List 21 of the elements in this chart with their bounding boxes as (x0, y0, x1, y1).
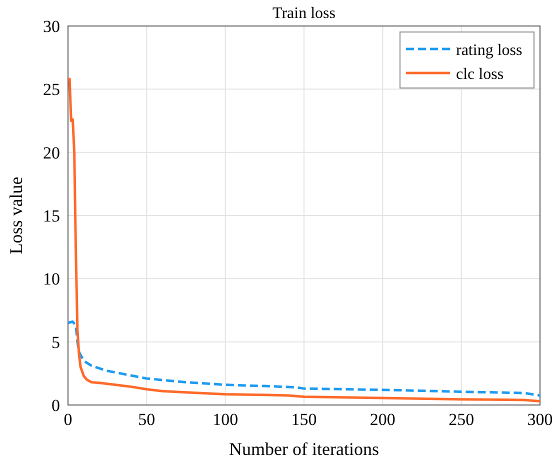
x-tick-label: 300 (527, 410, 553, 429)
y-tick-label: 30 (43, 17, 60, 36)
x-tick-label: 0 (64, 410, 72, 429)
y-tick-label: 20 (43, 143, 60, 162)
x-tick-label: 200 (370, 410, 396, 429)
legend-label: rating loss (456, 42, 522, 59)
line-series (66, 320, 542, 397)
y-axis-title: Loss value (6, 176, 26, 254)
y-tick-label: 25 (43, 80, 60, 100)
x-tick-label: 250 (448, 410, 474, 429)
chart-title: Train loss (272, 5, 336, 22)
y-tick-label: 10 (43, 270, 60, 289)
x-tick-label: 100 (212, 410, 238, 429)
x-tick-label: 150 (291, 410, 317, 429)
x-axis-title: Number of iterations (229, 439, 379, 459)
y-tick-label: 15 (43, 206, 60, 226)
y-tick-label: 5 (52, 332, 60, 352)
legend-label: clc loss (456, 66, 504, 83)
y-tick-label: 0 (52, 396, 60, 415)
line-series (66, 78, 542, 402)
x-tick-label: 50 (138, 410, 156, 429)
